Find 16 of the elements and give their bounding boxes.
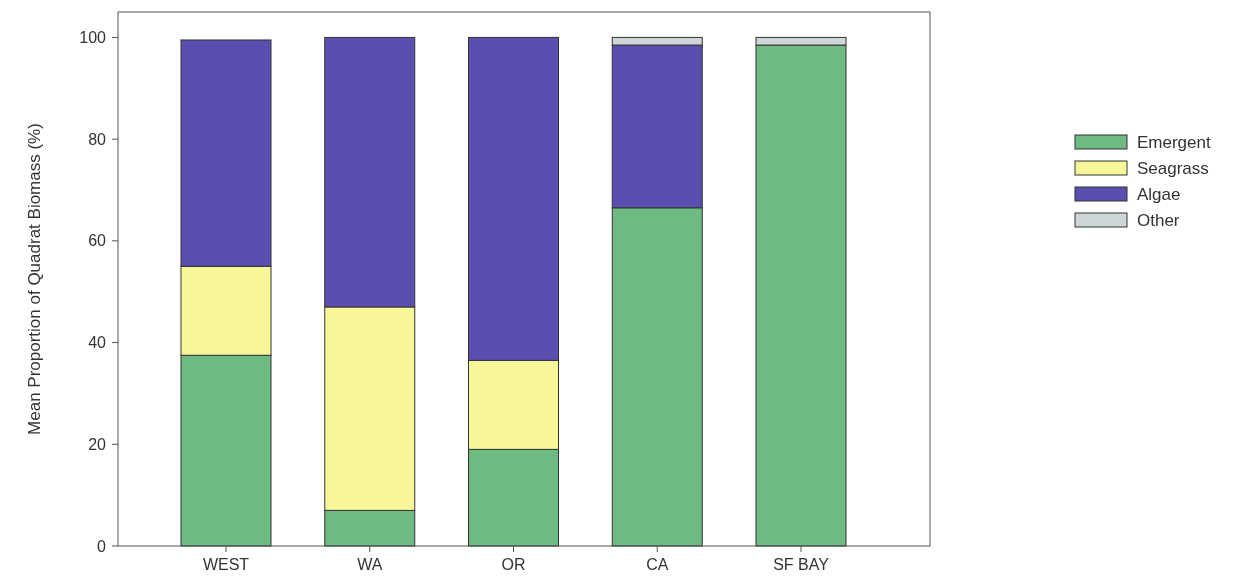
x-tick-label: WEST [202, 556, 250, 573]
x-tick-label: WA [357, 556, 383, 573]
y-tick-label: 80 [88, 130, 107, 148]
y-axis-title: Mean Proportion of Quadrat Biomass (%) [25, 123, 44, 435]
y-tick-label: 40 [88, 334, 107, 352]
legend-label: Algae [1137, 184, 1181, 204]
y-tick-label: 0 [97, 537, 107, 555]
x-tick-label: OR [501, 556, 526, 573]
legend-label: Seagrass [1137, 158, 1209, 178]
y-tick-label: 20 [88, 435, 107, 453]
legend-label: Emergent [1137, 132, 1211, 152]
y-tick-label: 100 [79, 29, 107, 47]
x-tick-label: CA [646, 556, 669, 573]
x-tick-label: SF BAY [773, 556, 830, 573]
y-tick-label: 60 [88, 232, 107, 250]
legend-label: Other [1137, 210, 1180, 230]
